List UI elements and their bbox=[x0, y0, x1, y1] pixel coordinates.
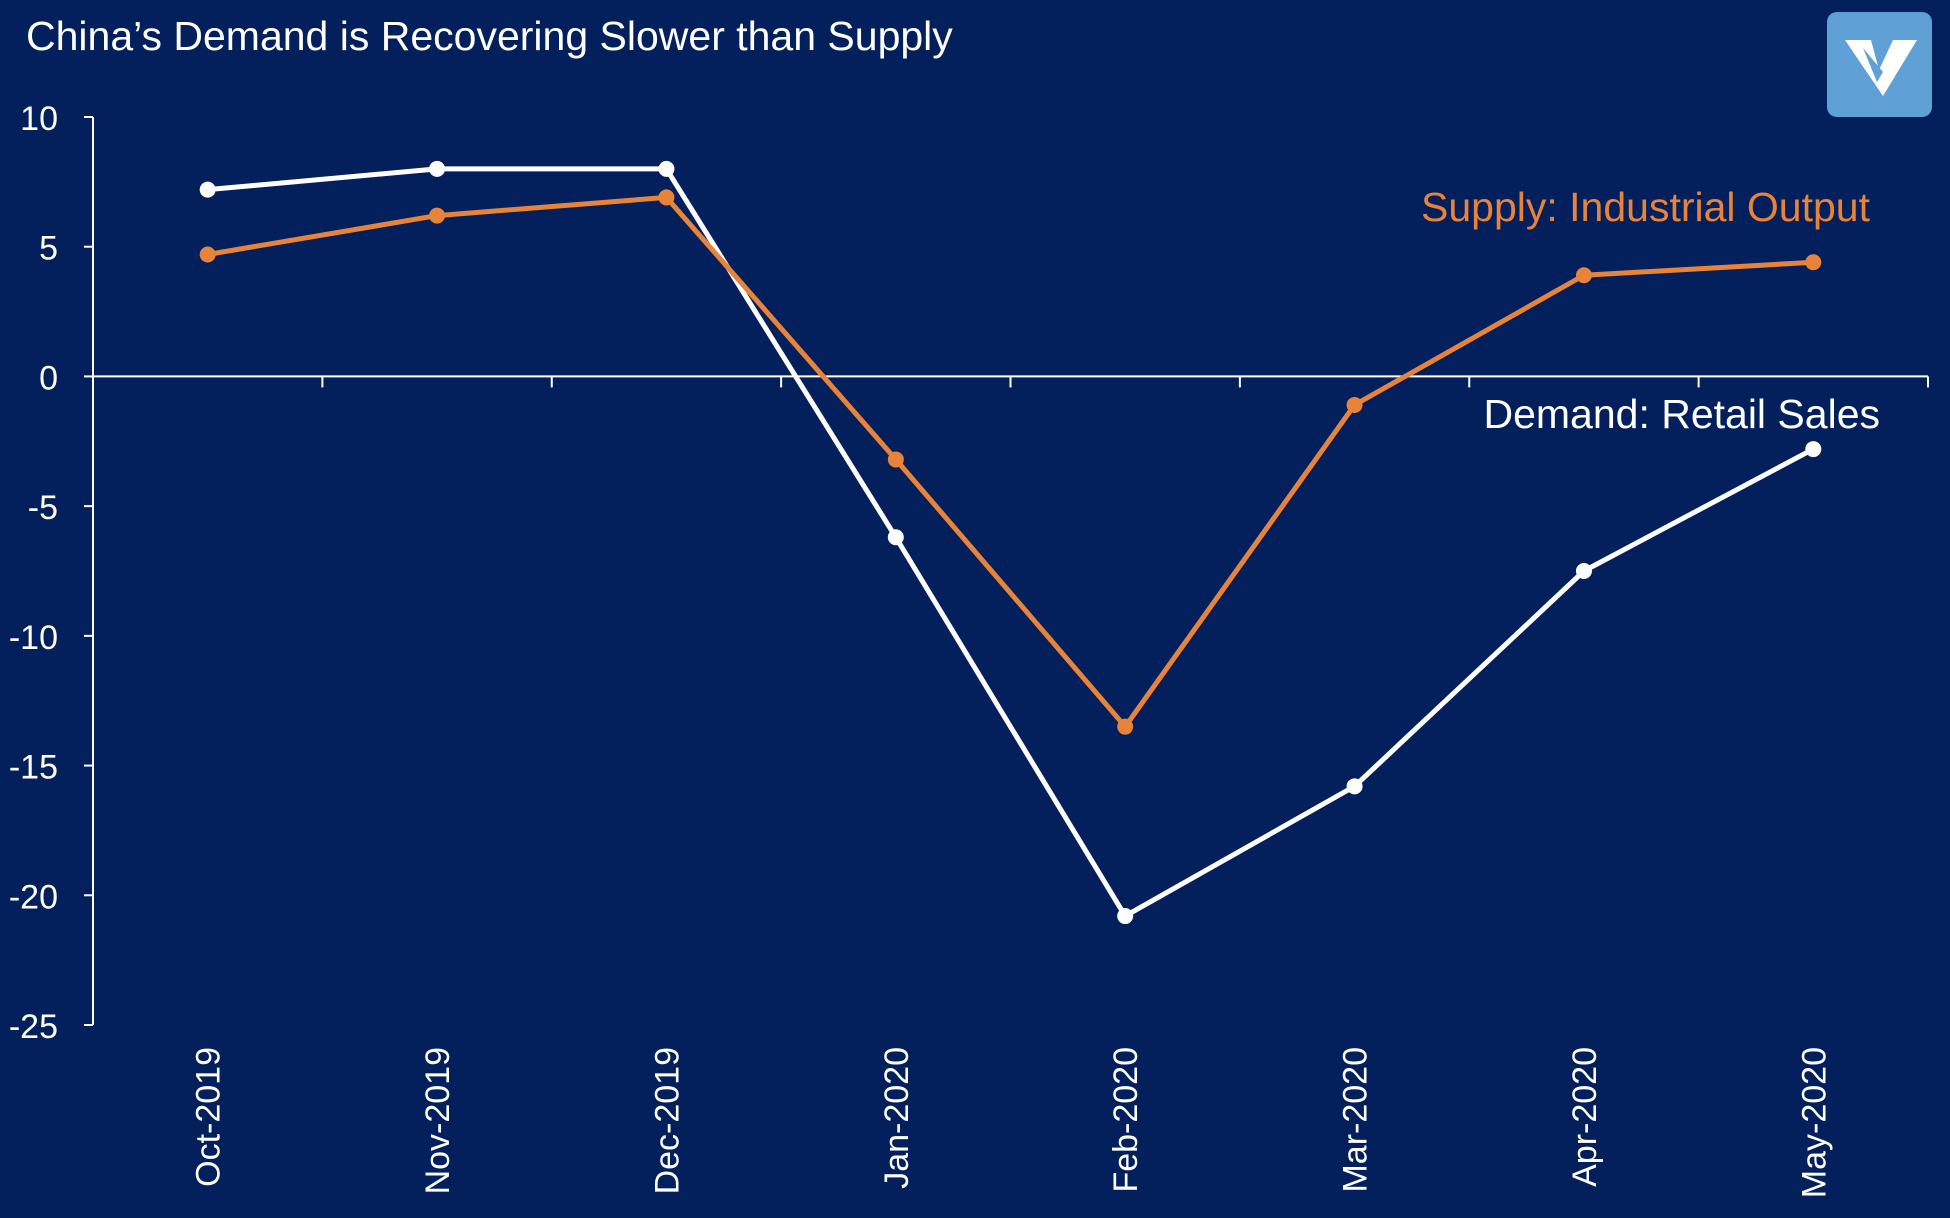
axes: 10 5 0 -5 -10 -15 -20 -25 Oct-2019 Nov-2019 Dec-20… bbox=[9, 100, 1929, 1198]
data-point-supply bbox=[199, 246, 216, 263]
data-point-demand bbox=[658, 160, 675, 177]
data-point-supply bbox=[658, 189, 675, 206]
data-point-supply bbox=[1117, 718, 1134, 735]
data-point-demand bbox=[1805, 441, 1822, 458]
x-tick-label: Oct-2019 bbox=[190, 1047, 228, 1187]
data-point-supply bbox=[1575, 267, 1592, 284]
series-label-demand: Demand: Retail Sales bbox=[1483, 391, 1880, 437]
data-point-supply bbox=[1346, 396, 1363, 413]
y-tick-label: -25 bbox=[9, 1008, 58, 1046]
x-tick-label: Nov-2019 bbox=[419, 1047, 457, 1194]
data-point-demand bbox=[429, 160, 446, 177]
x-tick-label: Dec-2019 bbox=[648, 1047, 686, 1194]
data-point-supply bbox=[887, 451, 904, 468]
data-point-supply bbox=[429, 207, 446, 224]
y-tick-label: -20 bbox=[9, 878, 58, 916]
data-point-demand bbox=[199, 181, 216, 198]
series-label-supply: Supply: Industrial Output bbox=[1421, 184, 1871, 230]
x-tick-label: Mar-2020 bbox=[1337, 1047, 1375, 1193]
data-point-demand bbox=[1346, 778, 1363, 795]
chart-title: China’s Demand is Recovering Slower than… bbox=[26, 13, 953, 59]
data-point-demand bbox=[1117, 908, 1134, 925]
y-tick-label: -10 bbox=[9, 619, 58, 657]
series-group bbox=[199, 160, 1822, 925]
y-tick-label: -15 bbox=[9, 749, 58, 787]
data-point-demand bbox=[1575, 563, 1592, 579]
data-point-demand bbox=[887, 529, 904, 546]
series-line-demand bbox=[205, 166, 1816, 919]
y-tick-label: 0 bbox=[39, 359, 58, 397]
y-tick-label: 5 bbox=[39, 230, 58, 268]
v-logo-icon bbox=[1827, 12, 1932, 117]
data-point-supply bbox=[1805, 254, 1822, 271]
series-line-supply bbox=[205, 194, 1816, 730]
x-tick-label: Apr-2020 bbox=[1566, 1047, 1604, 1187]
y-tick-label: 10 bbox=[20, 100, 58, 138]
y-tick-label: -5 bbox=[28, 489, 58, 527]
x-tick-label: Feb-2020 bbox=[1107, 1047, 1145, 1193]
x-tick-label: May-2020 bbox=[1795, 1047, 1833, 1198]
x-tick-label: Jan-2020 bbox=[878, 1047, 916, 1189]
